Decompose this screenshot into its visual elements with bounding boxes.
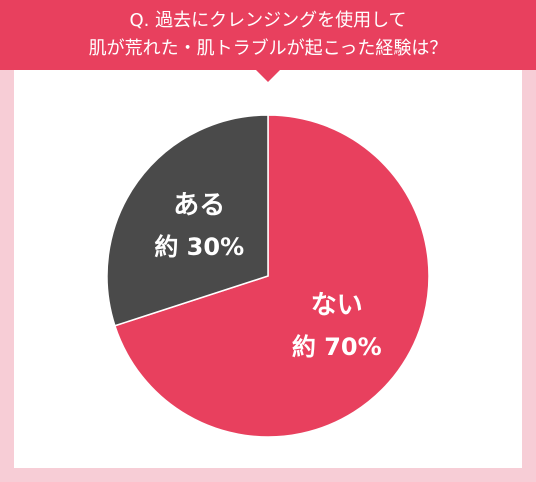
slice-category: ある bbox=[173, 191, 225, 221]
slice-category: ない bbox=[311, 290, 363, 320]
slice-value-label: 約 70% bbox=[292, 333, 382, 361]
slice-value-label: 約 30% bbox=[154, 233, 244, 261]
banner-pointer bbox=[256, 70, 280, 82]
pie-slice bbox=[106, 114, 269, 327]
chart-title: 肌が荒れた・肌トラブルが起こった経験は？ bbox=[89, 37, 448, 59]
pie-slice bbox=[113, 114, 430, 438]
chart-title: Q. 過去にクレンジングを使用して bbox=[129, 10, 406, 31]
title-banner bbox=[0, 0, 536, 70]
